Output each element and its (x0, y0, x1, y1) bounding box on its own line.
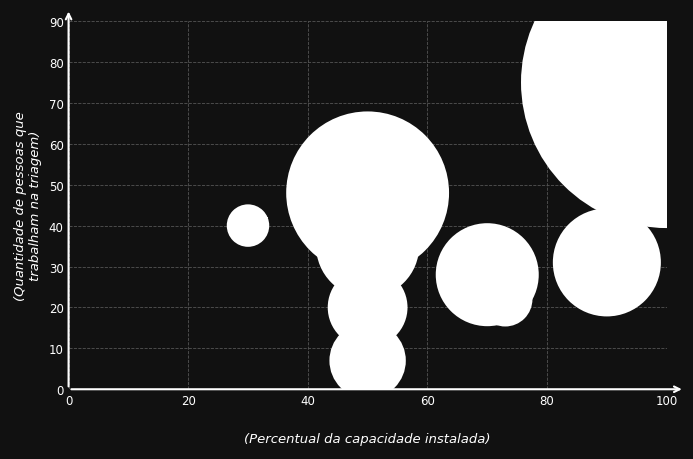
Point (661, 79, 672, 87)
Y-axis label: (Quantidade de pessoas que
trabalham na triagem): (Quantidade de pessoas que trabalham na … (14, 111, 42, 300)
Text: 28: 28 (517, 295, 532, 305)
Point (500, 296, 511, 303)
Point (362, 243, 373, 250)
Text: 17: 17 (254, 217, 268, 227)
Text: 60: 60 (385, 303, 400, 313)
Text: 800: 800 (613, 29, 634, 39)
Point (602, 259, 613, 267)
Text: 55: 55 (385, 356, 400, 366)
Point (362, 304, 373, 311)
Text: 250: 250 (374, 168, 395, 178)
Text: 100: 100 (374, 230, 395, 239)
X-axis label: (Percentual da capacidade instalada): (Percentual da capacidade instalada) (245, 432, 491, 445)
Point (482, 271, 493, 279)
Point (243, 223, 254, 230)
Text: 100: 100 (493, 258, 515, 268)
Point (362, 357, 373, 364)
Point (362, 190, 373, 197)
Text: 110: 110 (631, 258, 652, 268)
